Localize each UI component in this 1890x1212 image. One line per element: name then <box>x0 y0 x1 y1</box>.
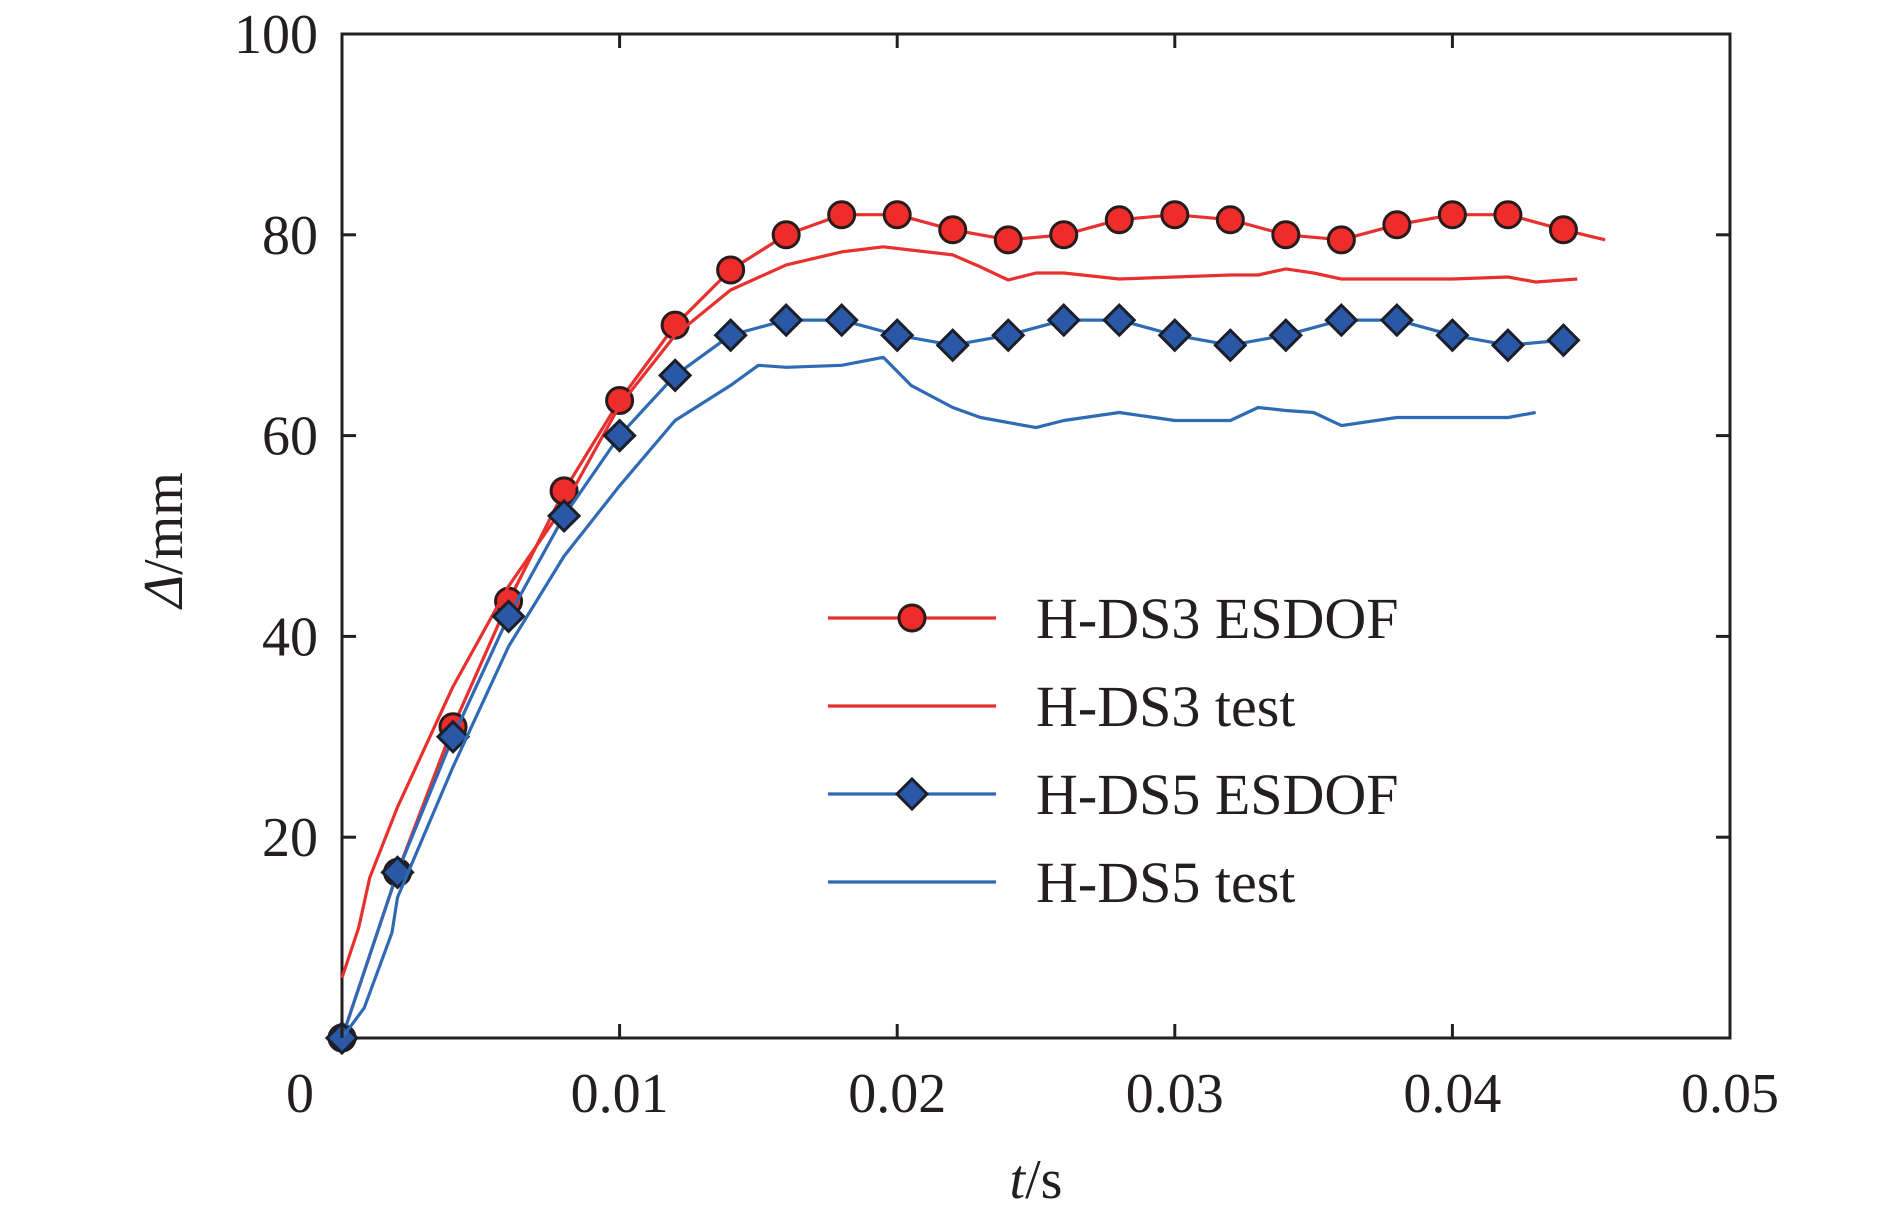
data-point-h-ds3-esdof <box>882 200 912 230</box>
legend-item-h-ds3-esdof: H-DS3 ESDOF <box>828 586 1399 651</box>
legend-item-h-ds5-esdof: H-DS5 ESDOF <box>828 762 1399 827</box>
data-point-h-ds5-esdof <box>657 358 693 393</box>
data-point-h-ds5-esdof <box>546 498 582 534</box>
legend-label: H-DS3 ESDOF <box>1036 586 1399 651</box>
x-tick-label: 0 <box>286 1063 314 1125</box>
y-tick-label: 40 <box>262 606 318 668</box>
y-tick-label: 20 <box>262 807 318 869</box>
data-point-h-ds3-esdof <box>1326 225 1356 255</box>
legend-label: H-DS5 ESDOF <box>1036 762 1399 827</box>
data-point-h-ds5-esdof <box>769 303 804 338</box>
data-point-h-ds3-esdof <box>1215 205 1245 235</box>
data-point-h-ds5-esdof <box>713 318 748 353</box>
series-layer <box>324 200 1606 1056</box>
legend-swatch-marker <box>897 603 927 633</box>
series-line-h-ds5-test <box>340 355 1536 1039</box>
data-point-h-ds5-esdof <box>1379 303 1415 338</box>
x-tick-label: 0.02 <box>848 1063 946 1125</box>
data-point-h-ds5-esdof <box>1324 303 1359 338</box>
data-point-h-ds3-esdof <box>1437 200 1467 230</box>
data-point-h-ds3-esdof <box>1548 215 1578 245</box>
data-point-h-ds5-esdof <box>880 318 915 353</box>
data-point-h-ds5-esdof <box>491 599 526 634</box>
data-point-h-ds3-esdof <box>1104 205 1134 235</box>
data-point-h-ds5-esdof <box>435 719 471 754</box>
data-point-h-ds5-esdof <box>1546 323 1581 358</box>
data-point-h-ds3-esdof <box>771 220 801 250</box>
data-point-h-ds5-esdof <box>602 418 637 453</box>
data-point-h-ds5-esdof <box>1490 328 1526 363</box>
data-point-h-ds3-esdof <box>1382 210 1412 240</box>
series-line-h-ds5-esdof <box>340 318 1564 1039</box>
data-point-h-ds5-esdof <box>1157 318 1192 353</box>
x-axis-variable: t <box>1010 1149 1027 1211</box>
plot-frame <box>340 32 1732 1040</box>
x-tick-label: 0.04 <box>1403 1063 1501 1125</box>
x-axis-label: t/s <box>1010 1149 1063 1211</box>
y-tick-label: 60 <box>262 406 318 468</box>
data-point-h-ds5-esdof <box>1046 303 1081 338</box>
series-line-h-ds3-test <box>340 245 1578 979</box>
data-point-h-ds5-esdof <box>1213 328 1248 363</box>
series-line-h-ds3-esdof <box>340 213 1606 1039</box>
y-tick-label: 100 <box>234 4 318 66</box>
y-axis-label: Δ/mm <box>133 472 195 610</box>
tick-layer: 0 0.01 0.02 0.03 0.04 0.05 20 40 60 80 100 <box>234 4 1779 1125</box>
data-point-h-ds5-esdof <box>935 328 970 363</box>
data-point-h-ds3-esdof <box>605 385 635 415</box>
y-axis-unit: /mm <box>133 472 195 575</box>
legend-label: H-DS5 test <box>1036 850 1295 915</box>
legend-swatch-marker <box>894 776 930 812</box>
legend-item-h-ds3-test: H-DS3 test <box>828 674 1295 739</box>
legend-label: H-DS3 test <box>1036 674 1295 739</box>
plot-frame-layer <box>340 32 1732 1040</box>
data-point-h-ds3-esdof <box>1049 220 1079 250</box>
x-axis-unit: /s <box>1025 1149 1062 1211</box>
data-point-h-ds3-esdof <box>1271 220 1301 250</box>
x-tick-label: 0.03 <box>1126 1063 1224 1125</box>
legend-item-h-ds5-test: H-DS5 test <box>828 850 1295 915</box>
data-point-h-ds5-esdof <box>1102 303 1137 338</box>
x-tick-label: 0.05 <box>1681 1063 1779 1125</box>
series-h-ds5-test <box>340 355 1536 1039</box>
data-point-h-ds5-esdof <box>1435 318 1470 353</box>
series-h-ds5-esdof <box>324 303 1581 1056</box>
data-point-h-ds5-esdof <box>1268 318 1303 353</box>
x-tick-label: 0.01 <box>571 1063 669 1125</box>
data-point-h-ds5-esdof <box>824 303 859 338</box>
data-point-h-ds3-esdof <box>716 255 746 285</box>
legend: H-DS3 ESDOF H-DS3 test H-DS5 ESDOF H-DS5 te… <box>828 586 1399 915</box>
data-point-h-ds5-esdof <box>991 318 1026 353</box>
data-point-h-ds3-esdof <box>827 200 857 230</box>
data-point-h-ds3-esdof <box>1493 200 1523 230</box>
data-point-h-ds3-esdof <box>993 225 1023 255</box>
y-tick-label: 80 <box>262 205 318 267</box>
y-axis-variable: Δ <box>133 575 195 610</box>
series-h-ds3-test <box>340 245 1578 979</box>
data-point-h-ds3-esdof <box>1160 200 1190 230</box>
data-point-h-ds3-esdof <box>938 215 968 245</box>
